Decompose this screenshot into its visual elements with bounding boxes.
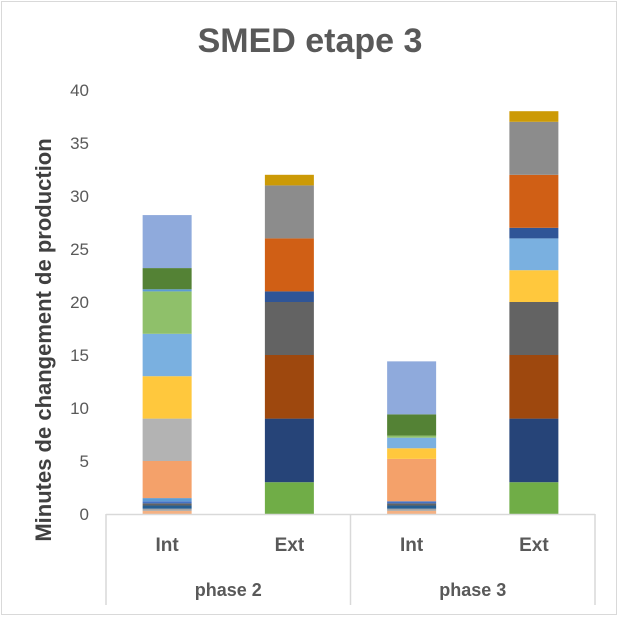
x-category-label: Ext bbox=[519, 535, 549, 556]
stacked-bar bbox=[264, 174, 314, 514]
bar-segment bbox=[142, 289, 192, 292]
bar-segment bbox=[264, 418, 314, 483]
bar-segment bbox=[387, 501, 437, 504]
bar-segment bbox=[387, 510, 437, 514]
y-tick-label: 15 bbox=[70, 346, 89, 365]
x-category-label: Int bbox=[156, 535, 180, 556]
stacked-bar bbox=[509, 111, 559, 514]
y-tick-label: 30 bbox=[70, 187, 89, 206]
bar-segment bbox=[509, 270, 559, 302]
bar-segment bbox=[509, 355, 559, 419]
bar-segment bbox=[142, 503, 192, 506]
bar-segment bbox=[264, 174, 314, 186]
bar-segment bbox=[264, 302, 314, 355]
bar-segment bbox=[387, 503, 437, 506]
bar-segment bbox=[142, 461, 192, 499]
bar-segment bbox=[387, 437, 437, 449]
bar-segment bbox=[387, 458, 437, 502]
bar-segment bbox=[264, 291, 314, 302]
bar-segment bbox=[142, 376, 192, 419]
bar-segment bbox=[509, 227, 559, 239]
y-axis-ticks: 0 5 10 15 20 25 30 35 40 bbox=[70, 81, 89, 524]
bar-segment bbox=[509, 111, 559, 122]
bar-segment bbox=[509, 302, 559, 355]
stacked-bar bbox=[387, 361, 437, 514]
x-category-label: Ext bbox=[275, 535, 305, 556]
y-tick-label: 35 bbox=[70, 134, 89, 153]
bar-segment bbox=[509, 174, 559, 228]
bar-segment bbox=[264, 185, 314, 239]
bar-segment bbox=[387, 505, 437, 509]
bar-segment bbox=[264, 482, 314, 514]
bars bbox=[142, 111, 559, 514]
y-tick-label: 5 bbox=[80, 452, 89, 471]
x-category-label: Int bbox=[400, 535, 424, 556]
stacked-bar bbox=[142, 215, 192, 514]
y-axis-label: Minutes de changement de production bbox=[31, 138, 56, 541]
bar-segment bbox=[509, 121, 559, 175]
x-group-label: phase 3 bbox=[439, 580, 506, 600]
bar-segment bbox=[142, 333, 192, 377]
bar-segment bbox=[142, 268, 192, 290]
y-tick-label: 0 bbox=[80, 505, 89, 524]
y-tick-label: 10 bbox=[70, 399, 89, 418]
bar-segment bbox=[264, 355, 314, 419]
bar-segment bbox=[387, 435, 437, 438]
bar-segment bbox=[142, 498, 192, 502]
bar-segment bbox=[509, 418, 559, 483]
bar-segment bbox=[142, 501, 192, 504]
x-axis: Int Ext phase 2 Int Ext phase 3 bbox=[105, 513, 596, 605]
bar-segment bbox=[142, 418, 192, 461]
x-group-label: phase 2 bbox=[195, 580, 262, 600]
bar-segment bbox=[142, 505, 192, 509]
bar-segment bbox=[142, 508, 192, 511]
y-tick-label: 25 bbox=[70, 240, 89, 259]
y-tick-label: 20 bbox=[70, 293, 89, 312]
bar-segment bbox=[142, 291, 192, 334]
bar-segment bbox=[387, 361, 437, 415]
bar-segment bbox=[387, 508, 437, 511]
bar-segment bbox=[509, 238, 559, 271]
y-tick-label: 40 bbox=[70, 81, 89, 100]
bar-segment bbox=[387, 414, 437, 436]
chart-title: SMED etape 3 bbox=[198, 22, 423, 60]
bar-segment bbox=[142, 510, 192, 514]
bar-segment bbox=[509, 482, 559, 514]
bar-segment bbox=[264, 238, 314, 292]
bar-segment bbox=[387, 448, 437, 459]
bar-segment bbox=[142, 215, 192, 269]
